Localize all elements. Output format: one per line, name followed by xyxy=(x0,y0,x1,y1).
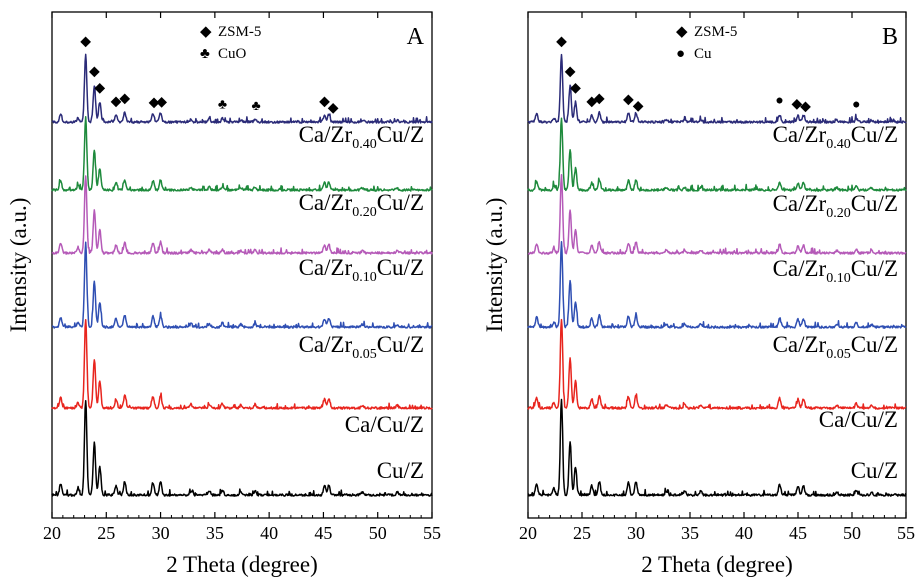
panel-a: 20 25 30 35 40 45 50 55 2 Theta (degree) Intensit… xyxy=(6,11,441,577)
series-label: Ca/Zr0.10Cu/Z xyxy=(299,255,424,285)
x-axis-label: 2 Theta (degree) xyxy=(641,552,793,577)
peak-marker: ◆ xyxy=(565,64,576,79)
plot-frame xyxy=(51,11,433,519)
phase-markers: ◆◆◆◆◆ ◆◆ ♣ ♣ ◆◆ xyxy=(80,35,339,116)
x-tick-label: 40 xyxy=(260,523,278,543)
x-tick-label: 50 xyxy=(843,523,861,543)
x-tick-label: 30 xyxy=(627,523,645,543)
peak-marker: ◆ xyxy=(111,94,122,109)
legend-label: ZSM-5 xyxy=(694,24,737,40)
x-tick-label: 50 xyxy=(369,523,387,543)
peak-marker: ◆ xyxy=(156,95,167,110)
series-line-ca-zr0-05cu-z xyxy=(51,241,433,329)
series-label: Ca/Cu/Z xyxy=(345,412,424,437)
series-label: Ca/Cu/Z xyxy=(819,407,898,432)
x-tick-label: 40 xyxy=(735,523,753,543)
peak-marker: ◆ xyxy=(792,97,803,112)
x-tick-label: 20 xyxy=(519,523,537,543)
series-line-ca-zr0-20cu-z xyxy=(527,117,907,192)
x-tick-label: 30 xyxy=(152,523,170,543)
legend-label: ZSM-5 xyxy=(218,24,261,40)
series-label: Cu/Z xyxy=(851,458,898,483)
peak-marker: ♣ xyxy=(252,99,261,114)
x-tick-label: 45 xyxy=(314,523,332,543)
peak-marker: ◆ xyxy=(80,35,91,50)
series-line-ca-zr0-40cu-z xyxy=(527,53,907,124)
legend: ◆ ZSM-5 ♣ CuO xyxy=(200,24,261,62)
series-line-ca-zr0-40cu-z xyxy=(51,53,433,124)
peak-marker: ◆ xyxy=(556,35,567,50)
peak-marker: ◆ xyxy=(586,94,597,109)
panel-letter: A xyxy=(407,24,425,50)
legend-symbol: ◆ xyxy=(676,24,688,40)
peak-marker: ◆ xyxy=(594,92,605,107)
x-axis-label: 2 Theta (degree) xyxy=(166,552,318,577)
legend-label: CuO xyxy=(218,46,247,62)
x-tick-label: 20 xyxy=(43,523,61,543)
series-label: Ca/Zr0.40Cu/Z xyxy=(299,122,424,152)
peak-marker: ◆ xyxy=(94,81,105,96)
phase-markers: ◆◆◆◆◆ ◆◆ ● ◆◆ ● xyxy=(556,35,860,115)
series-label: Ca/Zr0.40Cu/Z xyxy=(773,122,898,152)
peak-marker: ◆ xyxy=(119,92,130,107)
peak-marker: ◆ xyxy=(89,64,100,79)
series-line-ca-cu-z xyxy=(527,318,907,410)
series-label: Ca/Zr0.05Cu/Z xyxy=(299,332,424,362)
peak-marker: ● xyxy=(775,94,783,109)
series-group: Cu/Z Ca/Cu/Z Ca/Zr0.05Cu/Z Ca/Zr0.10Cu/Z Ca/… xyxy=(527,53,907,497)
peak-marker: ♣ xyxy=(218,98,227,113)
peak-marker: ● xyxy=(852,98,860,113)
panel-b: 20 25 30 35 40 45 50 55 2 Theta (degree) Intensit… xyxy=(482,11,915,577)
peak-marker: ◆ xyxy=(570,81,581,96)
legend-label: Cu xyxy=(694,46,712,62)
x-tick-label: 35 xyxy=(681,523,699,543)
series-line-ca-cu-z xyxy=(51,318,433,410)
peak-marker: ◆ xyxy=(633,99,644,114)
series-label: Ca/Zr0.10Cu/Z xyxy=(773,256,898,286)
series-label: Ca/Zr0.20Cu/Z xyxy=(773,191,898,221)
series-line-ca-zr0-05cu-z xyxy=(527,241,907,329)
legend-symbol: ♣ xyxy=(200,46,210,62)
legend: ◆ ZSM-5 ● Cu xyxy=(676,24,737,62)
peak-marker: ◆ xyxy=(800,100,811,115)
series-label: Ca/Zr0.20Cu/Z xyxy=(299,190,424,220)
x-tick-label: 45 xyxy=(789,523,807,543)
x-tick-label: 25 xyxy=(97,523,115,543)
legend-symbol: ● xyxy=(676,46,685,62)
x-tick-label: 35 xyxy=(206,523,224,543)
series-line-ca-zr0-10cu-z xyxy=(51,175,433,255)
peak-marker: ◆ xyxy=(319,94,330,109)
x-tick-label: 55 xyxy=(423,523,441,543)
peak-marker: ◆ xyxy=(149,95,160,110)
series-line-ca-zr0-10cu-z xyxy=(527,173,907,255)
series-label: Ca/Zr0.05Cu/Z xyxy=(773,332,898,362)
series-label: Cu/Z xyxy=(377,458,424,483)
x-tick-label: 55 xyxy=(897,523,915,543)
y-axis-label: Intensity (a.u.) xyxy=(482,198,507,333)
legend-symbol: ◆ xyxy=(200,24,212,40)
x-tick-label: 25 xyxy=(573,523,591,543)
y-axis-label: Intensity (a.u.) xyxy=(6,198,31,333)
peak-marker: ◆ xyxy=(328,101,339,116)
peak-marker: ◆ xyxy=(623,92,634,107)
plot-frame xyxy=(527,11,907,519)
panel-letter: B xyxy=(882,24,898,50)
series-group: Cu/Z Ca/Cu/Z Ca/Zr0.05Cu/Z Ca/Zr0.10Cu/Z Ca/… xyxy=(51,53,433,497)
series-line-cu-z xyxy=(527,398,907,497)
series-line-cu-z xyxy=(51,399,433,497)
series-line-ca-zr0-20cu-z xyxy=(51,116,433,192)
